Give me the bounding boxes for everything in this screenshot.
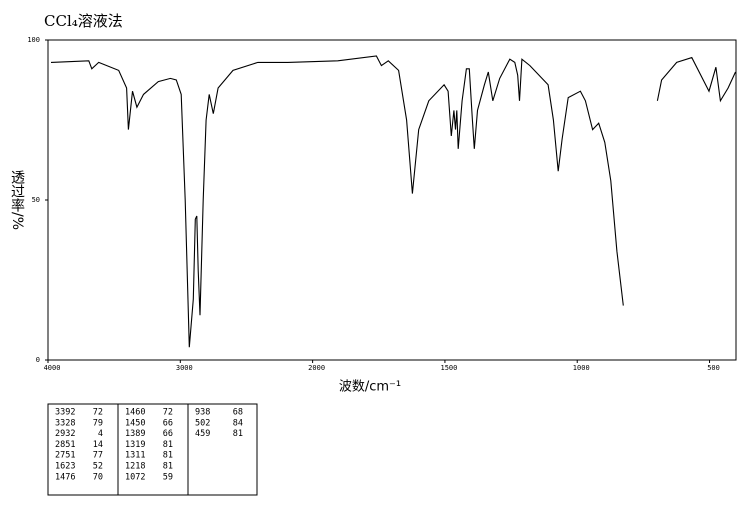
peak-transmittance: 72 [93, 408, 103, 418]
peak-wavenumber: 938 [195, 408, 210, 418]
peak-transmittance: 81 [163, 462, 173, 472]
y-tick-label: 0 [36, 356, 40, 364]
peak-transmittance: 79 [93, 418, 103, 428]
peak-wavenumber: 1460 [125, 408, 145, 418]
peak-transmittance: 14 [93, 440, 103, 450]
peak-transmittance: 59 [163, 472, 173, 482]
peak-wavenumber: 1218 [125, 462, 145, 472]
x-tick-label: 4000 [44, 364, 61, 372]
x-tick-label: 3000 [176, 364, 193, 372]
y-tick-label: 100 [27, 36, 40, 44]
peak-transmittance: 81 [163, 440, 173, 450]
x-tick-label: 500 [707, 364, 720, 372]
peak-transmittance: 66 [163, 429, 173, 439]
peak-wavenumber: 1623 [55, 462, 75, 472]
peak-wavenumber: 3328 [55, 418, 75, 428]
peak-transmittance: 81 [233, 429, 243, 439]
peak-transmittance: 72 [163, 408, 173, 418]
peak-wavenumber: 2851 [55, 440, 75, 450]
peak-wavenumber: 1311 [125, 451, 145, 461]
peak-table-frame [47, 403, 258, 496]
x-tick-label: 1500 [440, 364, 457, 372]
peak-wavenumber: 3392 [55, 408, 75, 418]
peak-wavenumber: 1319 [125, 440, 145, 450]
y-axis-label: 透过率/% [9, 170, 25, 230]
x-tick-label: 1000 [573, 364, 590, 372]
x-tick-label: 2000 [308, 364, 325, 372]
peak-transmittance: 77 [93, 451, 103, 461]
chart-title: CCl₄溶液法 [44, 12, 123, 30]
peak-wavenumber: 1450 [125, 418, 145, 428]
peak-transmittance: 68 [233, 408, 243, 418]
peak-transmittance: 81 [163, 451, 173, 461]
peak-wavenumber: 1072 [125, 472, 145, 482]
spectrum-line [50, 55, 736, 348]
x-axis-label: 波数/cm⁻¹ [339, 380, 401, 395]
peak-wavenumber: 1389 [125, 429, 145, 439]
peak-wavenumber: 2751 [55, 451, 75, 461]
peak-transmittance: 66 [163, 418, 173, 428]
peak-transmittance: 84 [233, 418, 243, 428]
peak-transmittance: 70 [93, 472, 103, 482]
y-tick-label: 50 [32, 196, 40, 204]
peak-transmittance: 52 [93, 462, 103, 472]
peak-transmittance: 4 [98, 429, 103, 439]
peak-wavenumber: 502 [195, 418, 210, 428]
peak-wavenumber: 2932 [55, 429, 75, 439]
peak-wavenumber: 459 [195, 429, 210, 439]
peak-wavenumber: 1476 [55, 472, 75, 482]
